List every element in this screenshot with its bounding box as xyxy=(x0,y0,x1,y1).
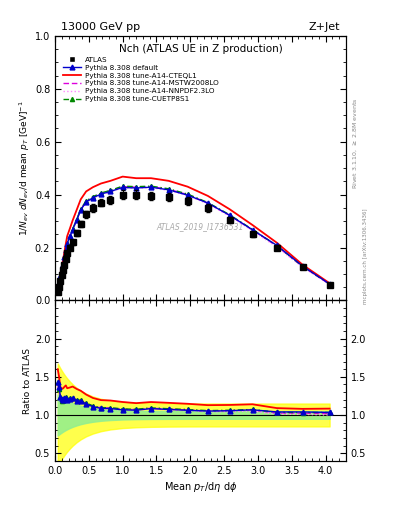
Legend: ATLAS, Pythia 8.308 default, Pythia 8.308 tune-A14-CTEQL1, Pythia 8.308 tune-A14: ATLAS, Pythia 8.308 default, Pythia 8.30… xyxy=(62,55,220,103)
Y-axis label: $1/N_{ev}$ $dN_{ev}$/d mean $p_T$ [GeV]$^{-1}$: $1/N_{ev}$ $dN_{ev}$/d mean $p_T$ [GeV]$… xyxy=(18,100,32,236)
Text: Z+Jet: Z+Jet xyxy=(309,22,340,32)
X-axis label: Mean $p_T$/d$\eta$ d$\phi$: Mean $p_T$/d$\eta$ d$\phi$ xyxy=(164,480,237,494)
Text: 13000 GeV pp: 13000 GeV pp xyxy=(61,22,140,32)
Text: Nch (ATLAS UE in Z production): Nch (ATLAS UE in Z production) xyxy=(119,44,282,54)
Text: mcplots.cern.ch [arXiv:1306.3436]: mcplots.cern.ch [arXiv:1306.3436] xyxy=(363,208,368,304)
Text: Rivet 3.1.10, $\geq$ 2.8M events: Rivet 3.1.10, $\geq$ 2.8M events xyxy=(352,98,360,189)
Text: ATLAS_2019_I1736531: ATLAS_2019_I1736531 xyxy=(157,222,244,231)
Y-axis label: Ratio to ATLAS: Ratio to ATLAS xyxy=(23,348,32,414)
